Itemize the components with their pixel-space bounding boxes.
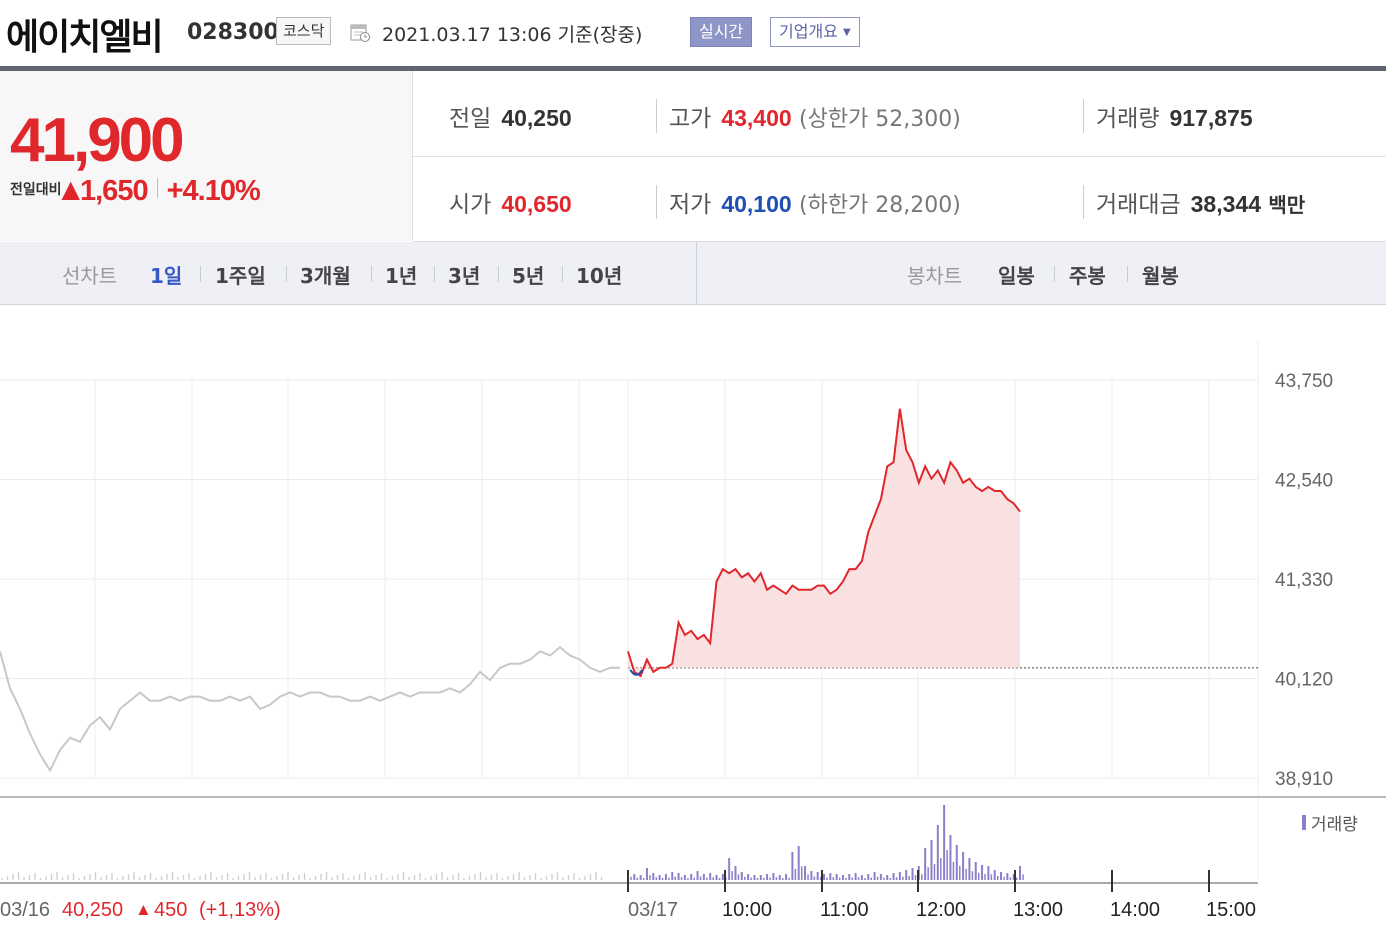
up-arrow-icon: ▲ [61, 175, 80, 203]
stat-sub: (상한가 52,300) [799, 107, 961, 132]
stat-sub: (하한가 28,200) [799, 193, 961, 218]
tab-separator [286, 266, 287, 282]
change-separator [156, 178, 158, 198]
prev-day-percent: (+1,13%) [199, 899, 281, 921]
stats-row: 전일 40,250 고가 43,400 (상한가 52,300) 거래량 917,87… [413, 71, 1386, 157]
stock-code: 028300 [187, 20, 279, 45]
stat-label: 고가 [669, 106, 712, 132]
tabs-divider [696, 242, 697, 304]
chart-tabs: 선차트 1일 1주일 3개월 1년 3년 5년 10년 봉차트 일봉 주봉 월봉 [0, 242, 1386, 305]
stat-value: 40,650 [501, 191, 572, 217]
chart-plot [0, 408, 1258, 773]
stats-row: 시가 40,650 저가 40,100 (하한가 28,200) 거래대금 38,34… [413, 157, 1386, 242]
below-baseline-segment [629, 669, 644, 676]
market-badge: 코스닥 [276, 17, 332, 45]
candle-chart-label: 봉차트 [907, 264, 963, 288]
x-tick-label: 11:00 [820, 899, 869, 921]
stat-unit: 백만 [1268, 195, 1306, 217]
realtime-button[interactable]: 실시간 [690, 17, 753, 47]
stat-value: 40,100 [721, 191, 792, 217]
tab-1y[interactable]: 1년 [385, 264, 418, 288]
stat-high: 고가 43,400 (상한가 52,300) [656, 99, 961, 133]
tab-separator [200, 266, 201, 282]
tab-monthly[interactable]: 월봉 [1142, 264, 1179, 288]
stat-volume: 거래량 917,875 [1083, 99, 1253, 133]
change-value: 1,650 [80, 175, 149, 207]
stats-panel: 전일 40,250 고가 43,400 (상한가 52,300) 거래량 917,87… [413, 71, 1386, 242]
stock-header: 에이치엘비 028300 코스닥 2021.03.17 13:06 기준(장중)… [0, 0, 1386, 66]
x-tick-label: 14:00 [1110, 899, 1160, 921]
y-tick-label: 40,120 [1275, 670, 1333, 691]
volume-legend-swatch [1302, 815, 1306, 830]
stat-amount: 거래대금 38,344 백만 [1083, 185, 1305, 219]
tab-3m[interactable]: 3개월 [300, 264, 351, 288]
stat-label: 전일 [449, 106, 492, 132]
x-tick-label: 13:00 [1013, 899, 1063, 921]
volume-legend-label: 거래량 [1311, 815, 1358, 834]
prev-day-arrow: ▲ [135, 900, 152, 919]
stat-value: 917,875 [1169, 105, 1253, 131]
today-line [627, 408, 1021, 678]
change-percent: +4.10% [166, 175, 261, 207]
prev-day-close: 40,250 [62, 899, 123, 921]
price-box: 41,900 전일대비▲1,650 +4.10% [0, 71, 413, 241]
company-overview-button[interactable]: 기업개요 ▼ [770, 17, 860, 47]
tab-10y[interactable]: 10년 [576, 264, 623, 288]
stat-value: 43,400 [721, 105, 792, 131]
y-tick-label: 42,540 [1275, 471, 1333, 492]
tab-5y[interactable]: 5년 [512, 264, 545, 288]
tab-1d[interactable]: 1일 [150, 264, 183, 288]
price-change: 전일대비▲1,650 +4.10% [10, 175, 261, 208]
tab-daily[interactable]: 일봉 [998, 264, 1035, 288]
stat-label: 거래량 [1096, 106, 1160, 132]
chart-grid [0, 340, 1386, 884]
today-area [628, 408, 1020, 677]
calendar-icon [350, 24, 370, 42]
x-tick-label: 10:00 [722, 899, 772, 921]
y-tick-label: 41,330 [1275, 570, 1333, 591]
x-tick-label: 15:00 [1206, 899, 1256, 921]
tab-1w[interactable]: 1주일 [215, 264, 266, 288]
tab-3y[interactable]: 3년 [448, 264, 481, 288]
company-overview-label: 기업개요 [779, 22, 838, 41]
x-tick-label: 12:00 [916, 899, 966, 921]
prev-day-line [0, 645, 620, 773]
y-tick-label: 38,910 [1275, 769, 1333, 790]
prev-day-label: 03/16 [0, 899, 50, 921]
prev-day-change: 450 [154, 899, 187, 921]
x-tick-label: 03/17 [628, 899, 678, 921]
volume-bars [1, 805, 1024, 880]
stat-label: 저가 [669, 192, 712, 218]
tab-separator [371, 266, 372, 282]
stat-prev: 전일 40,250 [449, 99, 572, 133]
stat-label: 시가 [449, 192, 492, 218]
timestamp: 2021.03.17 13:06 기준(장중) [382, 24, 643, 46]
change-label: 전일대비 [10, 182, 62, 198]
stock-name: 에이치엘비 [6, 17, 164, 58]
tab-separator [498, 266, 499, 282]
y-tick-label: 43,750 [1275, 371, 1333, 392]
stat-low: 저가 40,100 (하한가 28,200) [656, 185, 961, 219]
tab-separator [434, 266, 435, 282]
stat-value: 40,250 [501, 105, 572, 131]
tab-weekly[interactable]: 주봉 [1069, 264, 1106, 288]
current-price: 41,900 [10, 106, 185, 175]
tab-separator [1127, 266, 1128, 282]
stat-label: 거래대금 [1096, 192, 1181, 218]
tab-separator [562, 266, 563, 282]
chart-labels: 43,750 42,540 41,330 40,120 38,910 거래량 03/17 10… [0, 371, 1358, 921]
line-chart-label: 선차트 [62, 264, 118, 288]
chevron-down-icon: ▼ [842, 27, 851, 38]
stat-open: 시가 40,650 [449, 185, 572, 219]
header-divider [0, 66, 1386, 71]
stat-value: 38,344 [1190, 191, 1261, 217]
tab-separator [1054, 266, 1055, 282]
